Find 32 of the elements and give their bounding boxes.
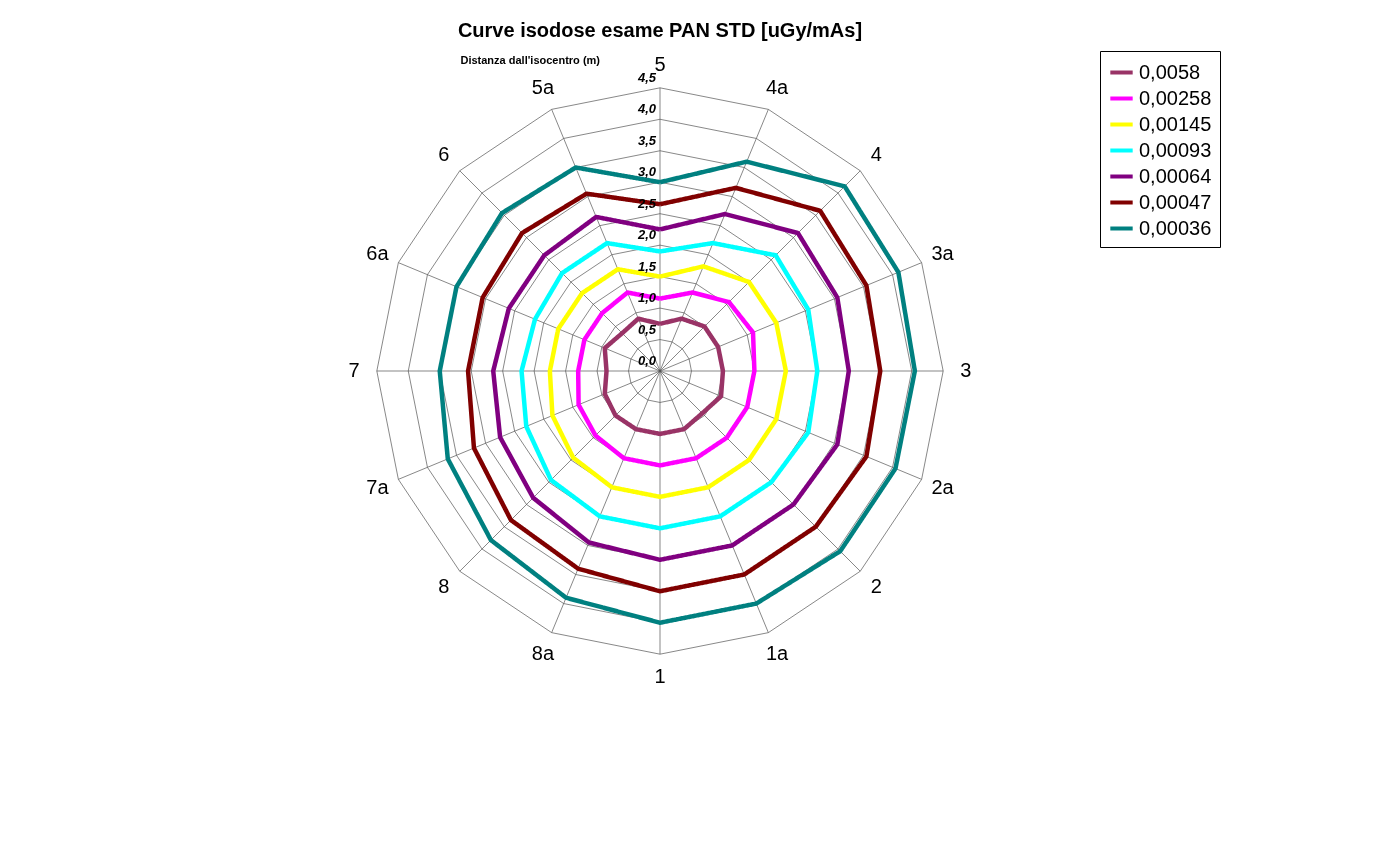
legend-label: 0,00036: [1139, 216, 1212, 239]
text: Distanza dall'isocentro (m): [460, 53, 601, 66]
spoke-label: 3: [960, 359, 972, 381]
spoke-label: 6a: [366, 241, 390, 264]
legend-label: 0,00064: [1139, 164, 1212, 187]
y-tick-label: 2,0: [636, 227, 657, 243]
spoke-label: 4: [870, 142, 882, 165]
legend-label: 0,00145: [1139, 112, 1212, 135]
spoke-label: 7: [348, 359, 360, 381]
y-tick-label: 0,5: [637, 321, 657, 337]
chart-title: Curve isodose esame PAN STD [uGy/mAs]: [457, 18, 863, 41]
legend-label: 0,0058: [1139, 60, 1201, 83]
spoke-label: 4a: [765, 76, 790, 99]
spoke-label: 5a: [531, 76, 555, 99]
y-tick-label: 4,5: [636, 69, 657, 85]
spoke-label: 2: [870, 575, 882, 598]
y-tick-label: 4,0: [636, 101, 657, 117]
y-tick-label: 0,0: [637, 353, 657, 368]
spoke-label: 8: [438, 575, 450, 598]
spoke-label: 6: [438, 142, 450, 165]
spoke-label: 1a: [765, 641, 790, 664]
spoke-label: 1: [654, 664, 666, 687]
spoke-label: 8a: [531, 641, 555, 664]
legend-label: 0,00047: [1139, 190, 1212, 213]
y-tick-label: 3,5: [637, 132, 657, 148]
y-tick-label: 1,5: [637, 258, 657, 274]
spoke-label: 2a: [931, 476, 955, 499]
y-tick-label: 3,0: [637, 164, 657, 180]
legend-label: 0,00093: [1139, 138, 1212, 161]
spoke-label: 3a: [931, 241, 955, 264]
legend-label: 0,00258: [1139, 86, 1212, 109]
spoke-label: 7a: [366, 476, 390, 499]
